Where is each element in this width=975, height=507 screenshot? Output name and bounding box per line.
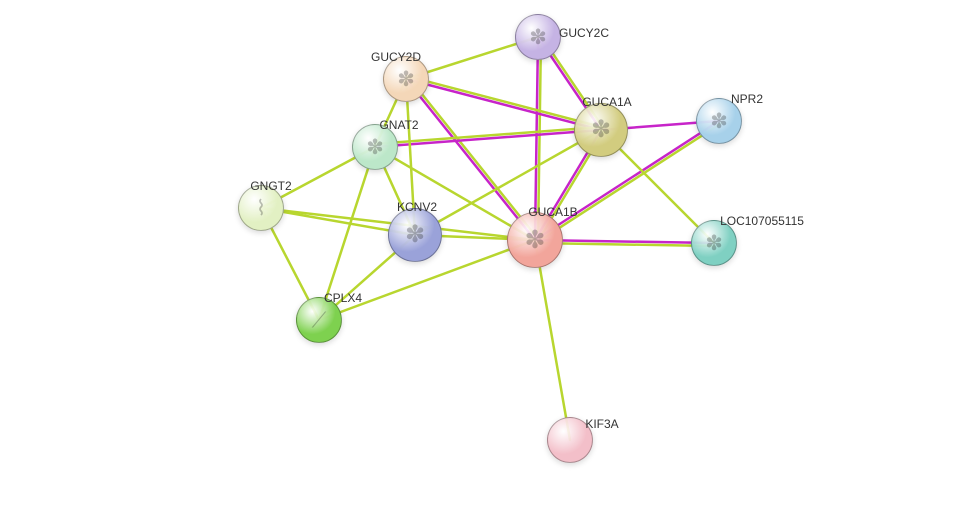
- node-npr2[interactable]: ✽: [696, 98, 742, 144]
- protein-structure-icon: ✽: [591, 118, 611, 142]
- protein-structure-icon: ✽: [397, 69, 415, 90]
- protein-structure-icon: ✽: [710, 111, 728, 132]
- node-guca1a[interactable]: ✽: [574, 103, 628, 157]
- edge-GUCA1B-KIF3A: [535, 240, 570, 440]
- node-gnat2[interactable]: ✽: [352, 124, 398, 170]
- protein-structure-icon: ✽: [405, 223, 425, 247]
- edge-GUCA1A-GUCY2D: [407, 76, 602, 127]
- protein-structure-icon: ✽: [366, 137, 384, 158]
- protein-structure-icon: ✽: [529, 27, 547, 48]
- edge-GUCA1A-GNAT2: [375, 130, 601, 147]
- edge-GUCA1B-GUCY2C: [535, 37, 538, 240]
- node-label-gucy2c: GUCY2C: [559, 26, 609, 40]
- protein-structure-icon: ✽: [705, 233, 723, 254]
- node-loc[interactable]: ✽: [691, 220, 737, 266]
- protein-structure-icon: ⟋: [312, 310, 327, 331]
- node-kcnv2[interactable]: ✽: [388, 208, 442, 262]
- edge-GUCA1B-NPR2: [535, 121, 719, 240]
- node-gucy2d[interactable]: ✽: [383, 56, 429, 102]
- node-gngt2[interactable]: ⌇: [238, 185, 284, 231]
- node-guca1b[interactable]: ✽: [507, 212, 563, 268]
- node-label-npr2: NPR2: [731, 92, 763, 106]
- protein-structure-icon: ✽: [525, 228, 546, 253]
- edge-GUCA1B-NPR2: [537, 124, 721, 243]
- node-kif3a[interactable]: [547, 417, 593, 463]
- network-diagram: ✽✽✽✽✽⌇✽✽✽⟋ GUCY2CGUCY2DGUCA1ANPR2GNAT2GN…: [0, 0, 975, 507]
- node-label-loc: LOC107055115: [720, 214, 804, 228]
- edge-GUCA1A-GNAT2: [375, 127, 601, 144]
- node-cplx4[interactable]: ⟋: [296, 297, 342, 343]
- node-gucy2c[interactable]: ✽: [515, 14, 561, 60]
- edge-GNAT2-CPLX4: [319, 147, 375, 320]
- edge-GUCA1B-GUCY2C: [538, 37, 541, 240]
- edges-layer: [0, 0, 975, 507]
- edge-GUCA1A-KCNV2: [415, 130, 601, 235]
- protein-structure-icon: ⌇: [256, 198, 266, 219]
- edge-GUCA1A-GUCY2D: [406, 79, 601, 130]
